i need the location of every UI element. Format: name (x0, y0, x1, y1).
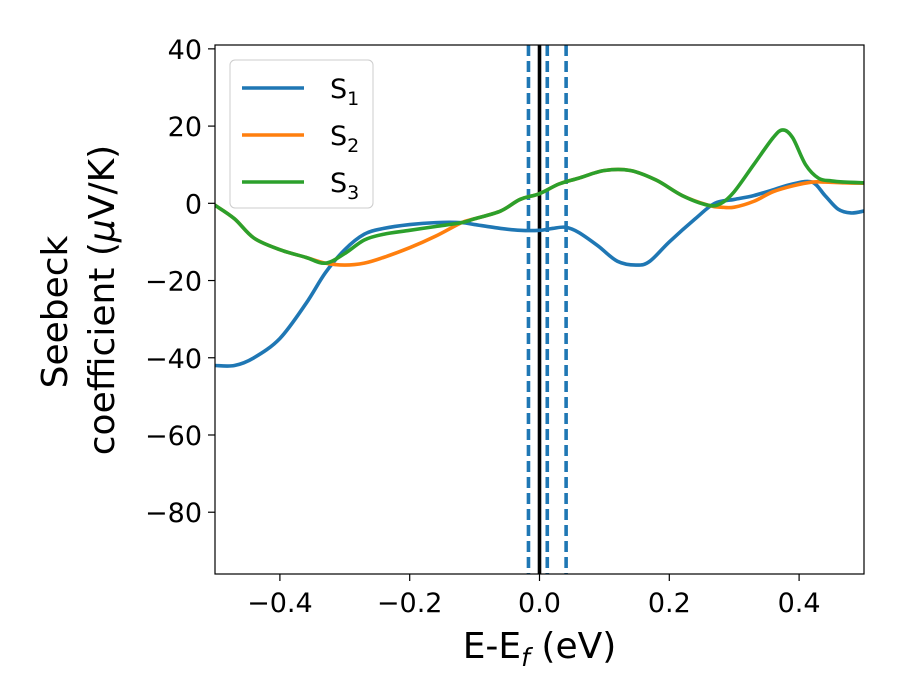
x-axis-title-main: E-E (463, 626, 521, 667)
legend-label-2: S2 (330, 121, 359, 157)
legend-label-3: S3 (330, 168, 359, 204)
y-tick-label: 0 (185, 189, 202, 220)
series-line-s3 (215, 128, 864, 265)
y-axis-title-line2: coefficient (μV/K) (82, 145, 123, 455)
y-axis-title-line1: Seebeck (35, 235, 76, 388)
y-axis-title-line1-text: Seebeck (35, 235, 76, 388)
x-tick-label: 0.2 (648, 588, 691, 619)
y-tick-label: −20 (145, 267, 202, 298)
y-axis-title-unit: V/K) (82, 145, 123, 219)
y-tick-label: 40 (168, 35, 202, 66)
y-axis-title-line2-text: coefficient ( (82, 242, 123, 455)
y-tick-label: −60 (145, 421, 202, 452)
y-axis-title-mu: μ (82, 219, 123, 243)
legend: S1 S2 S3 (229, 59, 374, 209)
x-axis-title-unit: (eV) (530, 626, 616, 667)
y-tick-label: −40 (145, 344, 202, 375)
x-tick-label: −0.2 (377, 588, 443, 619)
x-tick-label: −0.4 (247, 588, 313, 619)
x-axis-title: E-Ef (eV) (463, 626, 617, 672)
y-tick-label: 20 (168, 112, 202, 143)
y-tick-label: −80 (145, 498, 202, 529)
legend-label-1: S1 (330, 74, 359, 110)
x-tick-label: 0.0 (518, 588, 561, 619)
x-tick-label: 0.4 (778, 588, 821, 619)
